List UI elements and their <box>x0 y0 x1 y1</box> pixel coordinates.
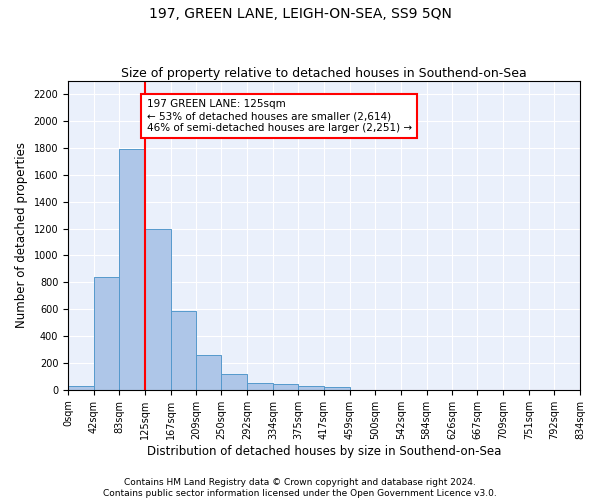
Bar <box>196 355 221 390</box>
Bar <box>68 386 94 390</box>
Bar <box>145 228 170 390</box>
Bar <box>324 388 350 390</box>
Bar <box>94 277 119 390</box>
Bar <box>221 374 247 390</box>
Bar <box>298 386 324 390</box>
Text: 197 GREEN LANE: 125sqm
← 53% of detached houses are smaller (2,614)
46% of semi-: 197 GREEN LANE: 125sqm ← 53% of detached… <box>146 100 412 132</box>
Title: Size of property relative to detached houses in Southend-on-Sea: Size of property relative to detached ho… <box>121 66 527 80</box>
Bar <box>170 311 196 390</box>
Y-axis label: Number of detached properties: Number of detached properties <box>15 142 28 328</box>
Bar <box>119 149 145 390</box>
Text: Contains HM Land Registry data © Crown copyright and database right 2024.
Contai: Contains HM Land Registry data © Crown c… <box>103 478 497 498</box>
Bar <box>247 383 273 390</box>
Bar <box>273 384 298 390</box>
Text: 197, GREEN LANE, LEIGH-ON-SEA, SS9 5QN: 197, GREEN LANE, LEIGH-ON-SEA, SS9 5QN <box>149 8 451 22</box>
X-axis label: Distribution of detached houses by size in Southend-on-Sea: Distribution of detached houses by size … <box>147 444 501 458</box>
